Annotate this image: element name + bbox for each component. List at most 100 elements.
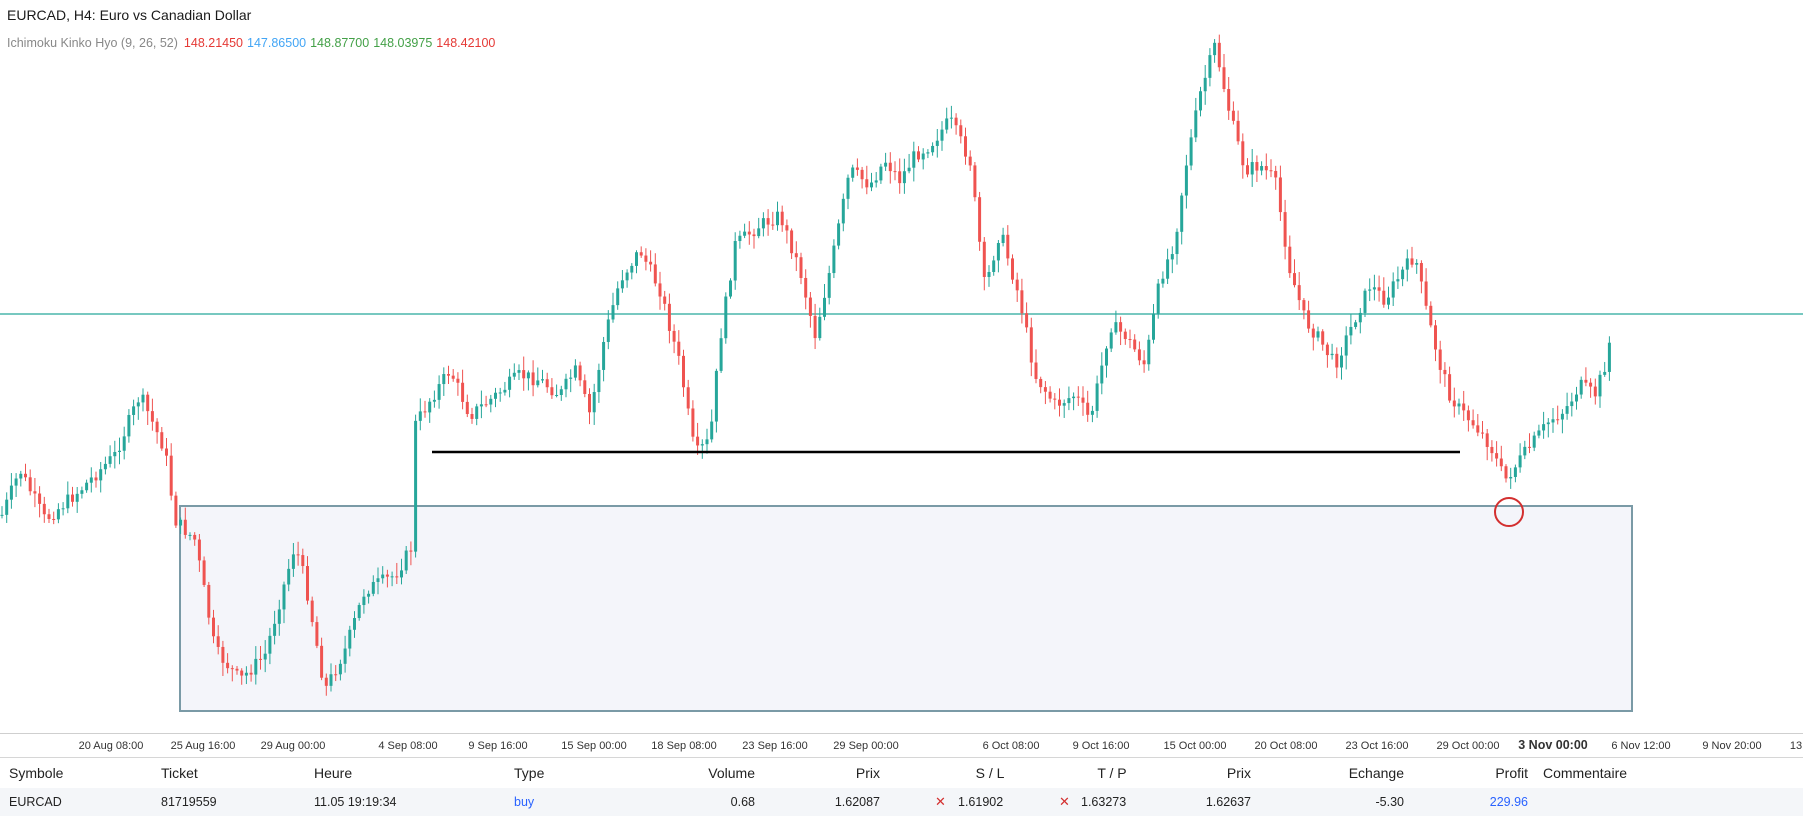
candle-body — [216, 636, 220, 647]
candle-body — [1344, 335, 1348, 356]
candle-body — [602, 341, 606, 370]
candle-body — [165, 448, 168, 456]
candle-body — [959, 125, 963, 137]
candle-body — [682, 355, 685, 388]
indicator-value: 147.86500 — [247, 36, 307, 50]
candle-body — [282, 584, 286, 610]
candle-body — [1255, 162, 1259, 171]
candle-body — [785, 225, 789, 231]
trade-panel[interactable]: Symbole Ticket Heure Type Volume Prix S … — [0, 757, 1803, 818]
time-tick-label: 23 Sep 16:00 — [742, 740, 808, 752]
candle-body — [766, 218, 770, 225]
candle-body — [343, 648, 347, 664]
candle-body — [1419, 263, 1423, 282]
col-header-ticket[interactable]: Ticket — [161, 765, 198, 781]
candle-body — [940, 129, 944, 141]
candle-body — [536, 380, 540, 386]
candle-body — [799, 257, 803, 278]
price-chart[interactable] — [0, 0, 1803, 755]
candle-body — [1546, 422, 1550, 425]
candle-body — [893, 171, 897, 173]
candle-body — [884, 162, 888, 167]
candle-body — [658, 283, 662, 297]
candle-body — [484, 404, 488, 406]
col-header-time[interactable]: Heure — [314, 765, 353, 781]
candle-body — [1001, 234, 1005, 244]
col-header-volume[interactable]: Volume — [708, 765, 755, 781]
candle-body — [1509, 476, 1513, 479]
candle-body — [1123, 331, 1127, 340]
candle-body — [1274, 170, 1278, 178]
candle-body — [249, 672, 253, 675]
candle-body — [169, 455, 173, 496]
candle-body — [1513, 467, 1517, 477]
candle-body — [1180, 195, 1184, 232]
candle-body — [400, 570, 403, 578]
candle-body — [1575, 394, 1578, 402]
time-axis[interactable]: 20 Aug 08:00 25 Aug 16:00 29 Aug 00:00 4… — [0, 733, 1803, 756]
candle-body — [503, 389, 507, 393]
candle-body — [1062, 403, 1066, 406]
candle-body — [71, 494, 74, 502]
candle-body — [1184, 165, 1188, 196]
col-header-profit[interactable]: Profit — [1495, 765, 1528, 781]
candle-body — [1283, 212, 1287, 247]
candle-body — [550, 387, 554, 396]
candle-body — [1457, 403, 1461, 407]
candle-body — [1166, 259, 1170, 279]
candle-body — [752, 234, 756, 237]
close-icon[interactable]: ✕ — [1059, 794, 1070, 809]
candle-body — [1269, 170, 1273, 172]
candlestick-series — [0, 34, 1611, 696]
close-icon[interactable]: ✕ — [935, 794, 946, 809]
candle-body — [1382, 290, 1386, 305]
candle-body — [790, 230, 794, 254]
candle-body — [841, 198, 845, 224]
time-tick-label: 9 Oct 16:00 — [1072, 740, 1130, 752]
candle-body — [94, 477, 98, 481]
candle-body — [174, 495, 178, 526]
candle-body — [390, 576, 394, 578]
candle-body — [555, 394, 559, 396]
low-marker-circle[interactable] — [1494, 497, 1524, 527]
candle-body — [432, 399, 436, 402]
candle-body — [19, 473, 23, 479]
col-header-comment[interactable]: Commentaire — [1543, 765, 1628, 781]
table-row[interactable]: EURCAD 81719559 11.05 19:19:34 buy 0.68 … — [0, 788, 1803, 816]
candle-body — [1260, 166, 1264, 171]
candle-body — [1523, 446, 1527, 456]
candle-body — [376, 578, 380, 582]
candle-body — [310, 600, 314, 623]
col-header-swap[interactable]: Echange — [1348, 765, 1404, 781]
indicator-value: 148.42100 — [436, 36, 496, 50]
candle-body — [1387, 297, 1390, 305]
candle-body — [291, 554, 295, 569]
chart-area[interactable]: EURCAD, H4: Euro vs Canadian Dollar Ichi… — [0, 0, 1803, 755]
indicator-legend[interactable]: Ichimoku Kinko Hyo (9, 26, 52) 148.21450 1… — [7, 36, 495, 50]
candle-body — [1095, 383, 1099, 411]
candle-body — [588, 393, 591, 413]
col-header-type[interactable]: Type — [514, 765, 545, 781]
col-header-sl[interactable]: S / L — [975, 765, 1005, 781]
demand-zone-rectangle[interactable] — [179, 505, 1633, 712]
chart-title: EURCAD, H4: Euro vs Canadian Dollar — [7, 7, 252, 23]
candle-body — [212, 617, 215, 637]
candle-body — [1518, 455, 1522, 468]
candle-body — [287, 568, 291, 585]
cell-price: 1.62087 — [834, 795, 880, 809]
candle-body — [987, 271, 991, 277]
candle-body — [644, 255, 648, 262]
candle-body — [545, 379, 549, 388]
candle-body — [259, 658, 262, 660]
candle-body — [926, 152, 930, 154]
candle-body — [1579, 379, 1583, 395]
col-header-symbol[interactable]: Symbole — [9, 765, 64, 781]
col-header-price[interactable]: Prix — [855, 765, 880, 781]
candle-body — [865, 179, 869, 188]
cell-current-price: 1.62637 — [1205, 795, 1251, 809]
cell-volume: 0.68 — [730, 795, 755, 809]
col-header-current-price[interactable]: Prix — [1226, 765, 1251, 781]
candle-body — [1133, 339, 1137, 350]
candle-body — [771, 224, 775, 226]
col-header-tp[interactable]: T / P — [1097, 765, 1127, 781]
